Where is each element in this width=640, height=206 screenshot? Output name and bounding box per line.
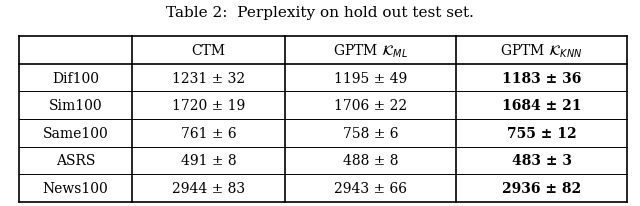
Text: 1195 ± 49: 1195 ± 49 [334, 71, 407, 85]
Text: Dif100: Dif100 [52, 71, 99, 85]
Text: 758 ± 6: 758 ± 6 [343, 126, 398, 140]
Text: 1684 ± 21: 1684 ± 21 [502, 99, 581, 113]
Text: 2936 ± 82: 2936 ± 82 [502, 181, 581, 195]
Text: Sim100: Sim100 [49, 99, 102, 113]
Text: 1720 ± 19: 1720 ± 19 [172, 99, 245, 113]
Text: 1231 ± 32: 1231 ± 32 [172, 71, 245, 85]
Text: News100: News100 [43, 181, 109, 195]
Text: 491 ± 8: 491 ± 8 [180, 154, 236, 168]
Text: 1183 ± 36: 1183 ± 36 [502, 71, 581, 85]
Text: GPTM $\mathcal{K}_{KNN}$: GPTM $\mathcal{K}_{KNN}$ [500, 42, 583, 60]
Text: 761 ± 6: 761 ± 6 [180, 126, 236, 140]
Text: Table 2:  Perplexity on hold out test set.: Table 2: Perplexity on hold out test set… [166, 6, 474, 20]
Text: 755 ± 12: 755 ± 12 [507, 126, 577, 140]
Text: GPTM $\mathcal{K}_{ML}$: GPTM $\mathcal{K}_{ML}$ [333, 42, 408, 60]
Text: 488 ± 8: 488 ± 8 [343, 154, 398, 168]
Text: 483 ± 3: 483 ± 3 [511, 154, 572, 168]
Text: Same100: Same100 [43, 126, 109, 140]
Text: 2944 ± 83: 2944 ± 83 [172, 181, 245, 195]
Text: CTM: CTM [191, 44, 225, 58]
Text: 1706 ± 22: 1706 ± 22 [334, 99, 407, 113]
Text: 2943 ± 66: 2943 ± 66 [334, 181, 407, 195]
Text: ASRS: ASRS [56, 154, 95, 168]
